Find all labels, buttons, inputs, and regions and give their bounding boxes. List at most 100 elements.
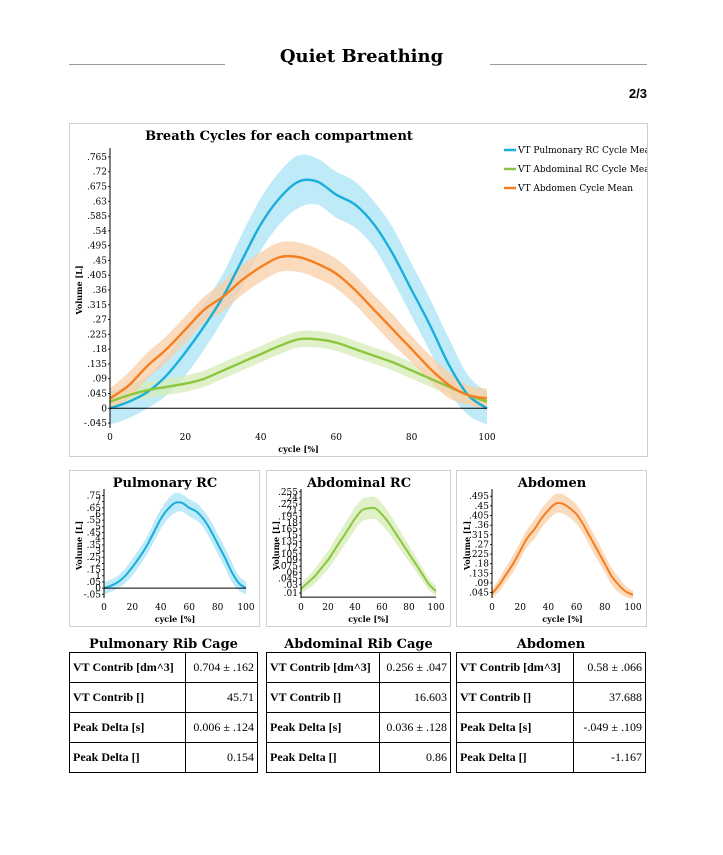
y-tick-label: .7 [92, 498, 101, 508]
y-tick-label: .225 [469, 550, 489, 560]
x-axis-label: cycle [%] [542, 614, 582, 624]
main-chart-panel: Breath Cycles for each compartment -.045 0… [69, 123, 648, 457]
series-line [109, 178, 488, 410]
y-tick-label: .03 [284, 581, 299, 591]
row-value: -.049 ± .109 [573, 712, 646, 743]
y-tick-label: .36 [475, 521, 490, 531]
y-tick-label: .675 [87, 183, 107, 193]
y-tick-label: .18 [475, 560, 490, 570]
row-label: Peak Delta [] [455, 742, 575, 773]
y-tick-label: .27 [93, 316, 108, 326]
row-value: 0.86 [379, 742, 451, 773]
x-tick-label: 0 [489, 603, 495, 613]
y-tick-label: -.045 [84, 419, 107, 429]
series-line [300, 506, 437, 592]
y-axis-label: Volume [L] [74, 265, 84, 315]
confidence-band [301, 496, 436, 596]
y-tick-label: .75 [87, 491, 102, 501]
row-label: VT Contrib [dm^3] [265, 652, 381, 683]
chart-title: Breath Cycles for each compartment [145, 129, 413, 144]
x-axis-label: cycle [%] [348, 614, 388, 624]
x-tick-label: 100 [624, 603, 641, 613]
table-row: Peak Delta [s] -.049 ± .109 [455, 712, 646, 743]
x-tick-label: 80 [406, 433, 418, 443]
abdominal-rc-chart: Abdominal RC .01.03.045.06.075.09.105.12.… [271, 476, 445, 624]
y-axis-label: Volume [L] [271, 521, 281, 571]
row-label: Peak Delta [s] [455, 712, 575, 743]
table-row: Peak Delta [] 0.86 [265, 742, 451, 773]
main-chart: Breath Cycles for each compartment -.0450… [74, 129, 647, 454]
x-tick-label: 100 [237, 603, 254, 613]
pulmonary-table-title: Pulmonary Rib Cage [89, 637, 238, 652]
y-tick-label: .075 [278, 562, 298, 572]
x-tick-label: 100 [427, 603, 444, 613]
page-title: Quiet Breathing [279, 46, 444, 67]
y-tick-label: .12 [284, 544, 298, 554]
pulmonary-chart: Pulmonary RC-.050.05.1.15.2.25.3.35.4.45… [74, 476, 255, 624]
y-tick-label: .405 [469, 512, 489, 522]
y-tick-label: .63 [93, 197, 108, 207]
row-value: 0.036 ± .128 [379, 712, 451, 743]
legend-label: VT Abdominal RC Cycle Mean [517, 165, 647, 175]
pulmonary-stats-table: VT Contrib [dm^3] 0.704 ± .162 VT Contrib… [69, 652, 259, 773]
x-tick-label: 40 [349, 603, 361, 613]
y-tick-label: .315 [87, 301, 107, 311]
x-tick-label: 80 [599, 603, 611, 613]
y-tick-label: .06 [284, 568, 299, 578]
y-tick-label: .045 [469, 589, 489, 599]
y-tick-label: .15 [284, 531, 299, 541]
series-line [491, 502, 634, 596]
y-tick-label: .36 [93, 286, 108, 296]
y-tick-label: .24 [284, 494, 299, 504]
x-tick-label: 20 [322, 603, 334, 613]
pulmonary-chart-panel: Pulmonary RC -.05 0.05.1.15.2.25.3.35.4.45… [69, 470, 260, 627]
abdominal-rc-table-title: Abdominal Rib Cage [284, 637, 433, 652]
abdominal-rc-chart-panel: Abdominal RC .01.03.045.06.075.09.105.12.… [266, 470, 451, 627]
y-tick-label: .225 [278, 500, 298, 510]
row-label: VT Contrib [dm^3] [455, 652, 575, 683]
y-tick-label: .585 [87, 212, 107, 222]
y-tick-label: .65 [87, 504, 102, 514]
row-label: VT Contrib [] [455, 682, 575, 713]
x-tick-label: 60 [330, 433, 342, 443]
x-tick-label: 0 [101, 603, 107, 613]
x-tick-label: 80 [403, 603, 415, 613]
x-tick-label: 40 [255, 433, 267, 443]
row-label: VT Contrib [] [265, 682, 381, 713]
y-tick-label: .18 [284, 519, 299, 529]
y-tick-label: .1 [92, 572, 101, 582]
y-tick-label: .72 [93, 168, 107, 178]
header-rule-left [69, 64, 225, 65]
y-tick-label: .09 [93, 375, 108, 385]
x-tick-label: 0 [107, 433, 113, 443]
page-number: 2/3 [628, 86, 647, 101]
header-rule-right [490, 64, 647, 65]
abdomen-table-title: Abdomen [516, 637, 586, 652]
y-axis-label: Volume [L] [74, 521, 84, 571]
chart-title: Abdominal RC [306, 476, 411, 491]
series-line [103, 501, 247, 590]
y-tick-label: 0 [95, 584, 101, 594]
y-tick-label: .45 [87, 529, 102, 539]
y-tick-label: -.05 [84, 590, 102, 600]
x-axis-label: cycle [%] [278, 444, 318, 454]
row-value: 45.71 [184, 682, 259, 713]
x-tick-label: 20 [127, 603, 139, 613]
table-row: VT Contrib [] 16.603 [265, 682, 451, 713]
y-tick-label: .45 [475, 502, 490, 512]
table-row: Peak Delta [] -1.167 [455, 742, 646, 773]
y-tick-label: .105 [278, 550, 298, 560]
chart-title: Abdomen [517, 476, 587, 491]
y-tick-label: .25 [87, 553, 102, 563]
y-tick-label: .4 [92, 535, 101, 545]
x-tick-label: 20 [180, 433, 192, 443]
y-tick-label: .15 [87, 566, 102, 576]
y-tick-label: .495 [87, 242, 107, 252]
y-tick-label: .2 [92, 559, 101, 569]
y-tick-label: .165 [278, 525, 298, 535]
y-tick-label: .18 [93, 345, 108, 355]
abdomen-chart-panel: Abdomen .045.09.135.18.225.27.315.36.405.… [456, 470, 647, 627]
y-tick-label: .045 [278, 575, 298, 585]
table-row: Peak Delta [] 0.154 [69, 742, 259, 773]
x-axis-label: cycle [%] [155, 614, 195, 624]
